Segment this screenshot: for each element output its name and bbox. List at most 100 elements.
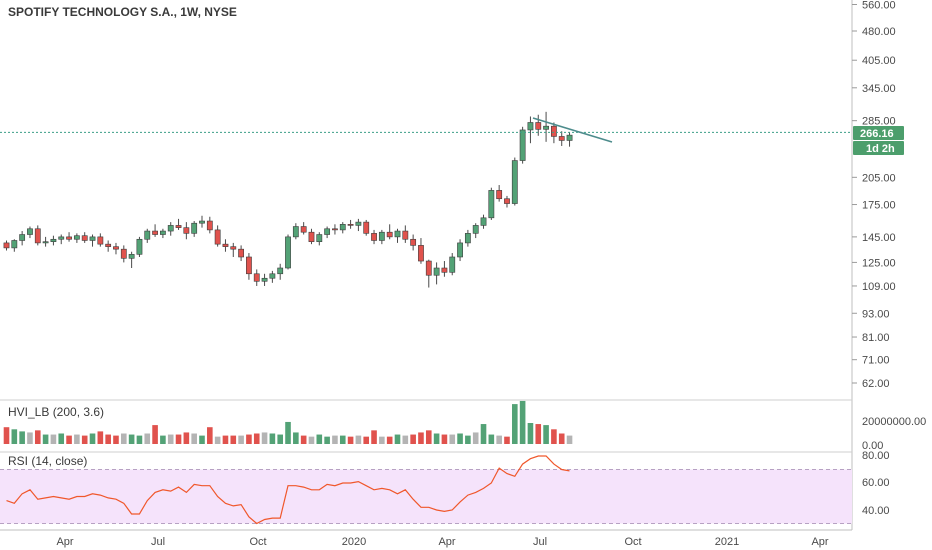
candle-down xyxy=(535,122,542,130)
candle-up xyxy=(488,190,495,219)
candle-down xyxy=(558,136,565,141)
candle-down xyxy=(441,267,448,273)
volume-bar xyxy=(371,430,377,444)
candle-up xyxy=(464,233,471,244)
candle-down xyxy=(496,190,503,200)
volume-bar xyxy=(512,404,518,444)
volume-bar xyxy=(121,433,127,444)
volume-bar xyxy=(566,435,573,444)
volume-bar xyxy=(410,434,416,444)
volume-bar xyxy=(277,434,283,444)
candle-up xyxy=(519,129,526,161)
candle-up xyxy=(167,225,174,232)
volume-bar xyxy=(238,435,244,444)
candle-down xyxy=(238,248,244,258)
volume-bar xyxy=(519,400,526,444)
candle-down xyxy=(222,243,229,247)
candle-up xyxy=(191,222,198,234)
rsi-line xyxy=(6,455,570,525)
price-tick-label: 62.00 xyxy=(862,378,890,390)
time-axis-ticks: Apr Jul Oct 2020 Apr Jul Oct 2021 Apr xyxy=(56,536,828,548)
candle-down xyxy=(347,224,354,226)
volume-bar xyxy=(113,435,119,444)
volume-bar xyxy=(144,433,151,444)
candle-down xyxy=(97,236,104,245)
volume-bar xyxy=(496,435,502,444)
volume-bar xyxy=(551,429,557,444)
candle-up xyxy=(378,231,385,241)
price-tick-label: 205.00 xyxy=(862,172,896,184)
price-tick-label: 109.00 xyxy=(862,281,896,293)
candle-down xyxy=(410,238,417,246)
volume-bar xyxy=(324,436,330,444)
candle-up xyxy=(566,134,573,141)
candle-up xyxy=(527,122,534,131)
price-tick-label: 81.00 xyxy=(862,332,890,344)
volume-bar xyxy=(308,436,315,444)
volume-bar xyxy=(246,434,252,444)
candle-down xyxy=(386,231,393,238)
volume-bar xyxy=(105,434,111,444)
candle-down xyxy=(113,246,119,250)
candle-up xyxy=(355,221,362,226)
candle-up xyxy=(472,225,479,234)
volume-bar xyxy=(183,432,190,444)
volume-bar xyxy=(339,435,346,444)
candle-down xyxy=(363,221,370,234)
price-tick-label: 345.00 xyxy=(862,83,896,95)
volume-bar xyxy=(269,433,276,444)
candle-down xyxy=(253,273,260,282)
candle-up xyxy=(324,228,331,235)
time-tick-label: 2021 xyxy=(715,536,739,548)
volume-bar xyxy=(347,436,354,444)
candle-up xyxy=(394,230,401,238)
volume-bar xyxy=(175,434,182,444)
volume-bar xyxy=(504,436,510,444)
volume-bar xyxy=(394,434,401,444)
volume-bar xyxy=(261,432,268,444)
candle-down xyxy=(300,226,307,233)
volume-bar xyxy=(285,421,291,444)
price-tick-label: 93.00 xyxy=(862,308,890,320)
last-price-badge xyxy=(853,126,904,140)
volume-bar xyxy=(293,432,299,444)
candle-up xyxy=(160,230,166,235)
candle-up xyxy=(11,240,18,249)
countdown-badge xyxy=(853,141,904,155)
price-tick-label: 285.00 xyxy=(862,116,896,128)
rsi-tick-40: 40.00 xyxy=(862,505,890,517)
candle-up xyxy=(285,236,291,269)
candle-up xyxy=(128,254,135,259)
volume-bar xyxy=(214,436,221,444)
candle-up xyxy=(89,236,96,241)
volume-bar-series xyxy=(3,400,573,444)
price-tick-label: 125.00 xyxy=(862,257,896,269)
candle-down xyxy=(504,198,510,204)
candle-down xyxy=(206,220,213,231)
price-tick-label: 560.00 xyxy=(862,0,896,11)
volume-bar xyxy=(253,433,260,444)
candle-down xyxy=(214,229,221,245)
volume-bar xyxy=(191,433,197,444)
volume-bar xyxy=(27,432,33,444)
candle-up xyxy=(42,241,49,244)
candle-up xyxy=(27,228,33,235)
time-tick-label: 2020 xyxy=(342,536,366,548)
candle-up xyxy=(457,242,463,258)
countdown-badge-text: 1d 2h xyxy=(866,143,895,155)
resistance-trendline[interactable] xyxy=(532,117,613,143)
candle-down xyxy=(175,225,182,228)
volume-bar xyxy=(379,436,385,444)
candle-up xyxy=(261,277,268,282)
volume-bar xyxy=(386,436,393,444)
volume-bar xyxy=(230,435,237,444)
rsi-tick-80: 80.00 xyxy=(862,450,890,462)
candle-up xyxy=(480,217,487,226)
volume-bar xyxy=(425,430,432,444)
time-tick-label: Oct xyxy=(624,536,641,548)
volume-bar xyxy=(89,433,96,444)
price-tick-label: 480.00 xyxy=(862,26,896,38)
candle-up xyxy=(316,234,323,242)
candle-down xyxy=(152,230,158,235)
